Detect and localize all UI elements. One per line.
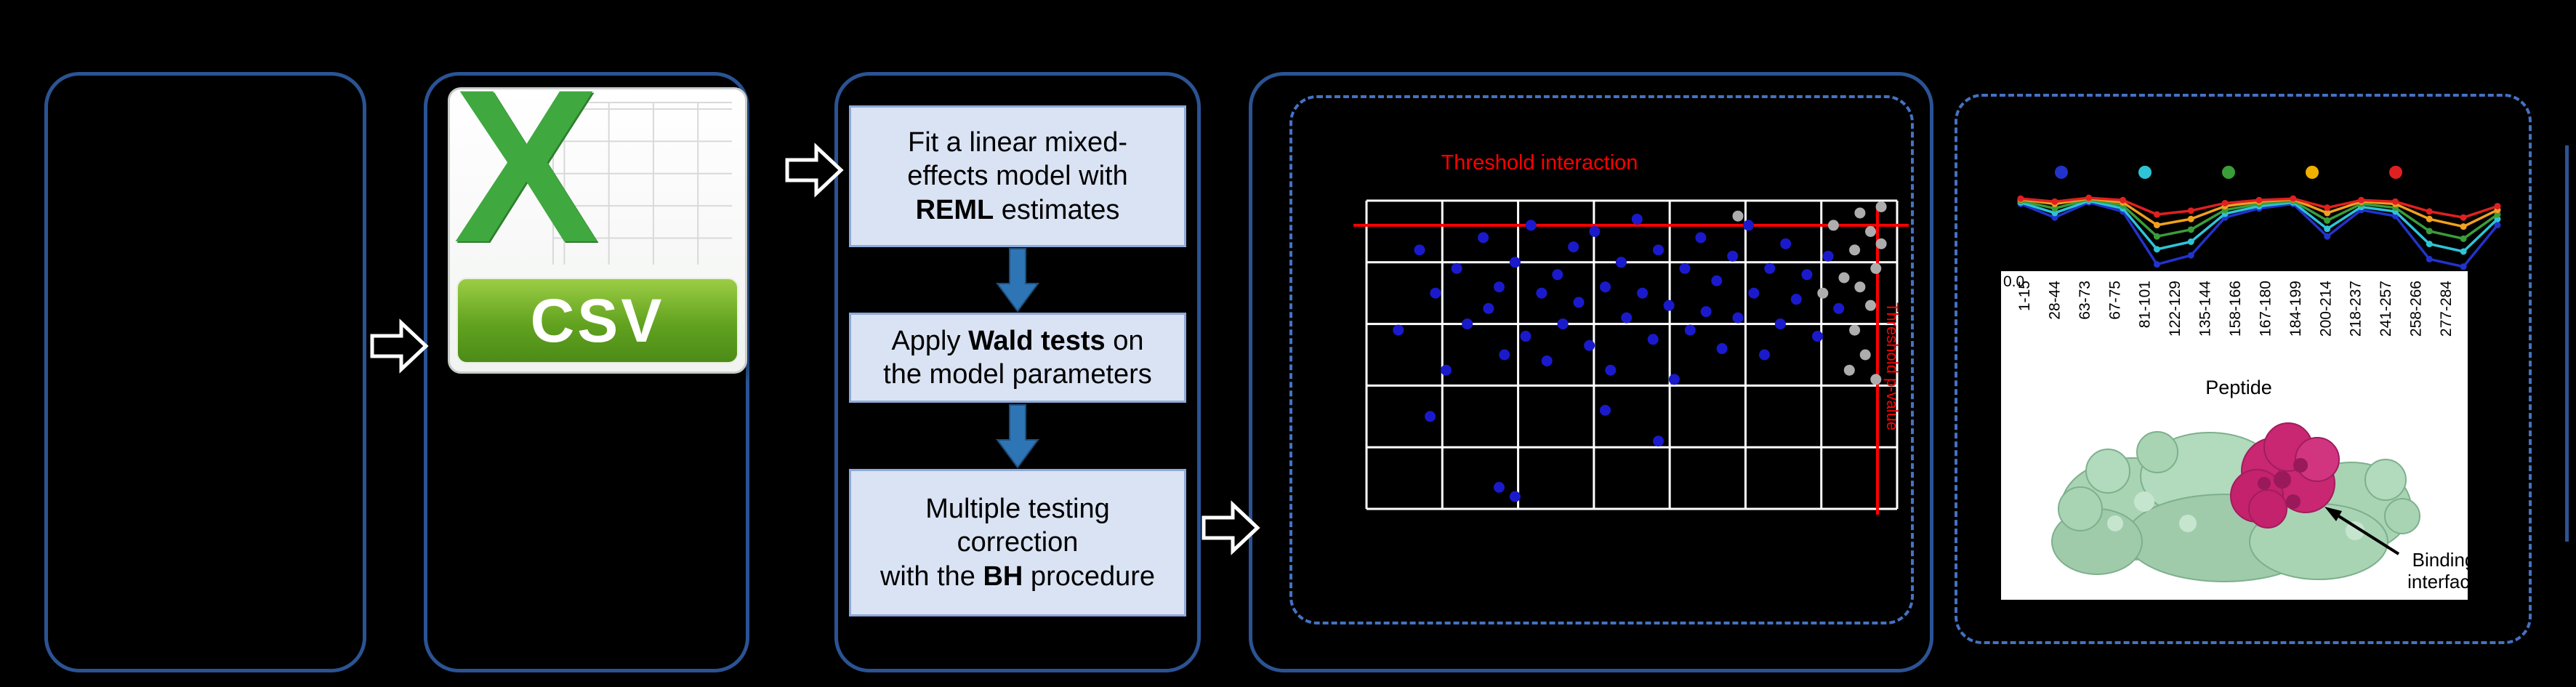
panel-box-csv [424,72,749,672]
volcano-scatter-points [1393,201,1887,502]
svg-text:277-284: 277-284 [2438,281,2455,337]
svg-text:28-44: 28-44 [2046,281,2063,320]
step-multiple-testing: Multiple testing correction with the BH … [849,469,1186,616]
spreadsheet-grid [552,101,733,265]
csv-banner-label: CSV [456,278,738,364]
flow-arrow-3 [1202,500,1260,555]
csv-file-icon: X CSV [448,57,747,374]
flow-arrow-2 [785,142,844,198]
volcano-threshold-lines [1353,208,1909,515]
panel-box-volcano [1249,72,1933,672]
uptake-legend-dots [2055,166,2402,179]
flow-arrow-1 [370,318,429,374]
step-wald-tests: Apply Wald tests on the model parameters [849,313,1186,403]
binding-interface-region [2230,422,2340,529]
volcano-gridlines [1365,199,1899,510]
step-fit-mixed-model: Fit a linear mixed- effects model with R… [849,105,1186,247]
threshold-interaction-label: Threshold interaction [1441,151,1638,174]
svg-text:241-257: 241-257 [2378,281,2394,337]
svg-text:158-166: 158-166 [2227,281,2244,337]
binding-interface-label: Binding interface [2407,549,2480,592]
svg-text:167-180: 167-180 [2257,281,2274,337]
peptide-axis-labels: 1-15 28-44 63-73 67-75 81-101 122-129 135-144 1… [2016,281,2455,337]
down-arrow-1 [996,248,1039,313]
svg-text:63-73: 63-73 [2077,281,2093,320]
svg-text:81-101: 81-101 [2137,281,2154,328]
svg-text:218-237: 218-237 [2348,281,2364,337]
step-multiple-testing-text: Multiple testing correction with the BH … [880,493,1156,592]
binding-interface-arrow [2325,507,2400,555]
step-fit-mixed-model-text: Fit a linear mixed- effects model with R… [907,126,1128,225]
svg-text:184-199: 184-199 [2287,281,2304,337]
dashed-box-uptake [1955,94,2532,644]
step-wald-tests-text: Apply Wald tests on the model parameters [883,325,1152,390]
svg-text:1-15: 1-15 [2016,281,2033,311]
down-arrow-2 [996,404,1039,469]
svg-text:258-266: 258-266 [2408,281,2425,337]
excel-x-letter: X [454,44,600,288]
svg-text:122-129: 122-129 [2167,281,2183,337]
svg-text:67-75: 67-75 [2106,281,2123,320]
peptide-axis-title: Peptide [2205,377,2272,398]
threshold-pvalue-label: Threshold p-value [1883,302,1901,431]
y-axis-zero-tick: 0.0 [2003,273,2025,290]
svg-text:135-144: 135-144 [2197,281,2214,337]
protein-structure [2051,422,2420,582]
cropped-box-right-border [2565,145,2569,542]
dashed-box-volcano [1289,95,1914,624]
svg-text:200-214: 200-214 [2317,281,2334,337]
panel-box-model [834,72,1201,672]
panel-box-input [44,72,366,672]
uptake-line-series [2017,194,2501,270]
